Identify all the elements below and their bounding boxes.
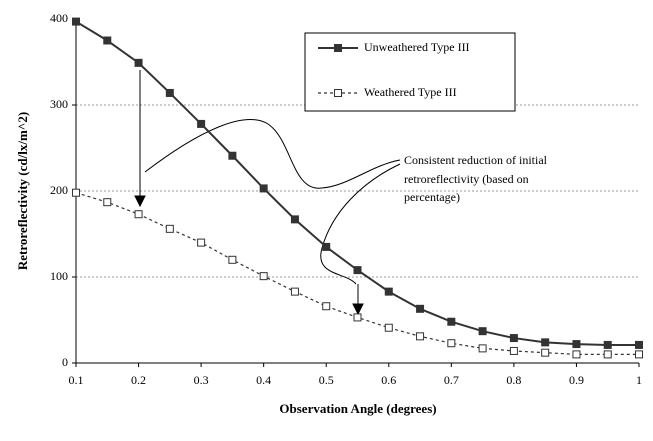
x-tick-label: 0.3	[194, 373, 209, 387]
marker	[635, 350, 643, 359]
marker	[259, 184, 268, 193]
marker	[478, 344, 487, 353]
marker	[509, 334, 518, 343]
x-tick-label: 0.2	[131, 373, 146, 387]
marker	[509, 346, 518, 355]
x-tick-label: 0.9	[569, 373, 584, 387]
callout-curve	[144, 119, 401, 189]
y-axis-title: Retroreflectivity (cd/lx/m^2)	[15, 112, 30, 270]
marker	[541, 338, 550, 347]
grid	[76, 104, 639, 278]
marker	[603, 340, 612, 349]
x-tick-label: 0.8	[506, 373, 521, 387]
marker	[134, 210, 143, 219]
marker	[103, 36, 112, 45]
x-tick-label: 0.4	[256, 373, 271, 387]
x-tick-label: 0.7	[444, 373, 459, 387]
marker	[72, 188, 80, 197]
marker	[290, 287, 299, 296]
x-tick-label: 0.5	[319, 373, 334, 387]
marker	[353, 266, 362, 275]
legend-marker	[334, 89, 342, 97]
legend-label: Weathered Type III	[364, 85, 457, 99]
marker	[165, 88, 174, 97]
marker	[541, 348, 550, 357]
marker	[384, 323, 393, 332]
y-tick-label: 400	[50, 11, 68, 25]
marker	[103, 198, 112, 207]
marker	[572, 350, 581, 359]
marker	[72, 17, 80, 26]
x-tick-label: 0.1	[69, 373, 84, 387]
marker	[290, 215, 299, 224]
marker	[228, 151, 237, 160]
y-tick-label: 200	[50, 183, 68, 197]
marker	[603, 350, 612, 359]
marker	[322, 302, 331, 311]
marker	[447, 339, 456, 348]
arrowhead	[134, 195, 146, 208]
x-axis-title: Observation Angle (degrees)	[279, 401, 436, 416]
legend-marker	[334, 44, 342, 52]
x-tick-label: 1	[636, 373, 642, 387]
annotation: Consistent reduction of initial	[404, 153, 548, 167]
marker	[259, 272, 268, 281]
y-tick-label: 100	[50, 269, 68, 283]
legend-label: Unweathered Type III	[364, 40, 470, 54]
arrowhead	[352, 303, 364, 316]
callout-curve	[320, 163, 401, 285]
annotation: retroreflectivity (based on	[404, 172, 529, 186]
marker	[447, 317, 456, 326]
marker	[197, 238, 206, 247]
marker	[384, 287, 393, 296]
marker	[416, 304, 425, 313]
marker	[228, 255, 237, 264]
marker	[478, 327, 487, 336]
marker	[635, 340, 643, 349]
y-tick-label: 300	[50, 97, 68, 111]
marker	[416, 332, 425, 341]
marker	[353, 313, 362, 322]
marker	[165, 224, 174, 233]
marker	[197, 119, 206, 128]
x-tick-label: 0.6	[381, 373, 396, 387]
marker	[572, 340, 581, 349]
marker	[322, 242, 331, 251]
marker	[134, 58, 143, 67]
annotation: percentage)	[404, 190, 460, 204]
y-tick-label: 0	[62, 355, 68, 369]
